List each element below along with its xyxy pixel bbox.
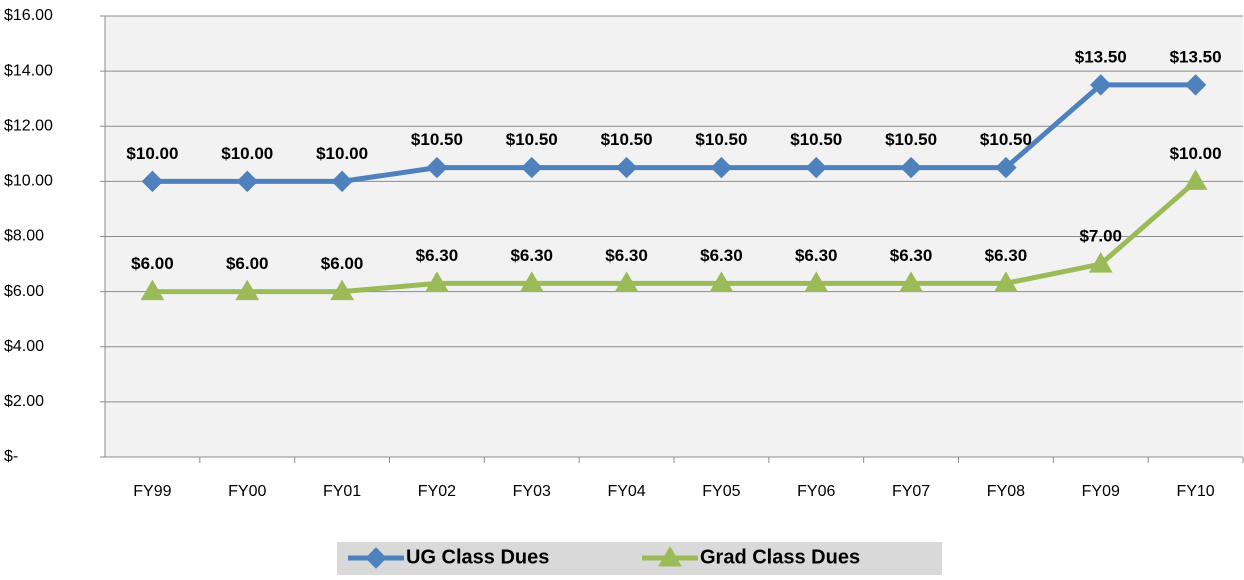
x-tick-label: FY05 — [702, 483, 740, 500]
series-line — [152, 179, 1198, 295]
x-tick-label: FY02 — [418, 483, 456, 500]
x-tick-label: FY07 — [892, 483, 930, 500]
data-label: $10.00 — [316, 144, 368, 163]
y-tick-label: $2.00 — [4, 393, 44, 410]
legend-label: UG Class Dues — [406, 546, 549, 568]
y-tick-label: $8.00 — [4, 228, 44, 245]
data-label: $10.50 — [980, 130, 1032, 149]
legend-marker — [658, 546, 682, 567]
data-point — [900, 156, 922, 179]
data-point — [1183, 169, 1208, 190]
legend-box — [337, 542, 942, 575]
data-point — [615, 156, 638, 179]
data-label: $6.30 — [605, 246, 648, 265]
data-point — [1090, 74, 1112, 96]
data-point — [805, 156, 827, 179]
data-label: $6.00 — [321, 254, 364, 273]
data-point — [899, 271, 923, 292]
data-point — [140, 279, 165, 301]
data-label: $6.00 — [131, 254, 174, 273]
x-tick-label: FY99 — [133, 483, 171, 500]
data-point — [994, 271, 1018, 292]
data-point — [236, 170, 258, 193]
data-label: $10.50 — [506, 130, 558, 149]
data-point — [331, 170, 353, 193]
data-label: $6.30 — [890, 246, 933, 265]
data-label: $6.30 — [416, 246, 459, 265]
data-label: $6.00 — [226, 254, 269, 273]
y-tick-label: $6.00 — [4, 283, 44, 300]
x-tick-label: FY03 — [513, 483, 551, 500]
data-label: $10.50 — [695, 130, 747, 149]
legend-marker — [365, 547, 387, 569]
data-label: $10.50 — [885, 130, 937, 149]
data-point — [521, 156, 543, 179]
data-point — [614, 271, 639, 292]
data-point — [710, 156, 733, 179]
data-label: $10.50 — [790, 130, 842, 149]
data-label: $13.50 — [1170, 47, 1222, 66]
x-tick-label: FY09 — [1082, 483, 1120, 500]
series-line — [152, 82, 1196, 184]
y-tick-label: $14.00 — [4, 62, 53, 79]
x-tick-label: FY10 — [1176, 483, 1214, 500]
data-label: $6.30 — [795, 246, 838, 265]
data-label: $13.50 — [1075, 47, 1127, 66]
data-point — [235, 279, 260, 301]
y-tick-label: $4.00 — [4, 338, 44, 355]
y-tick-label: $16.00 — [4, 7, 53, 24]
data-point — [1088, 252, 1113, 273]
data-label: $10.00 — [126, 144, 178, 163]
data-label: $10.00 — [1170, 144, 1222, 163]
y-tick-label: $- — [4, 448, 18, 465]
data-point — [1184, 74, 1207, 96]
data-label: $7.00 — [1079, 227, 1122, 246]
data-label: $6.30 — [700, 246, 743, 265]
data-point — [519, 271, 544, 292]
y-tick-label: $10.00 — [4, 173, 53, 190]
data-label: $6.30 — [985, 246, 1028, 265]
data-point — [141, 170, 164, 193]
data-point — [330, 279, 354, 301]
x-tick-label: FY08 — [987, 483, 1025, 500]
x-tick-label: FY00 — [228, 483, 266, 500]
data-point — [426, 156, 448, 179]
data-point — [709, 271, 734, 292]
data-point — [995, 156, 1017, 179]
y-tick-label: $12.00 — [4, 117, 53, 134]
x-tick-label: FY06 — [797, 483, 835, 500]
data-label: $10.50 — [601, 130, 653, 149]
data-label: $10.50 — [411, 130, 463, 149]
x-tick-label: FY01 — [323, 483, 361, 500]
data-label: $10.00 — [221, 144, 273, 163]
data-point — [425, 271, 449, 292]
data-point — [804, 271, 829, 292]
data-label: $6.30 — [510, 246, 553, 265]
x-tick-label: FY04 — [607, 483, 645, 500]
legend-label: Grad Class Dues — [700, 546, 860, 568]
